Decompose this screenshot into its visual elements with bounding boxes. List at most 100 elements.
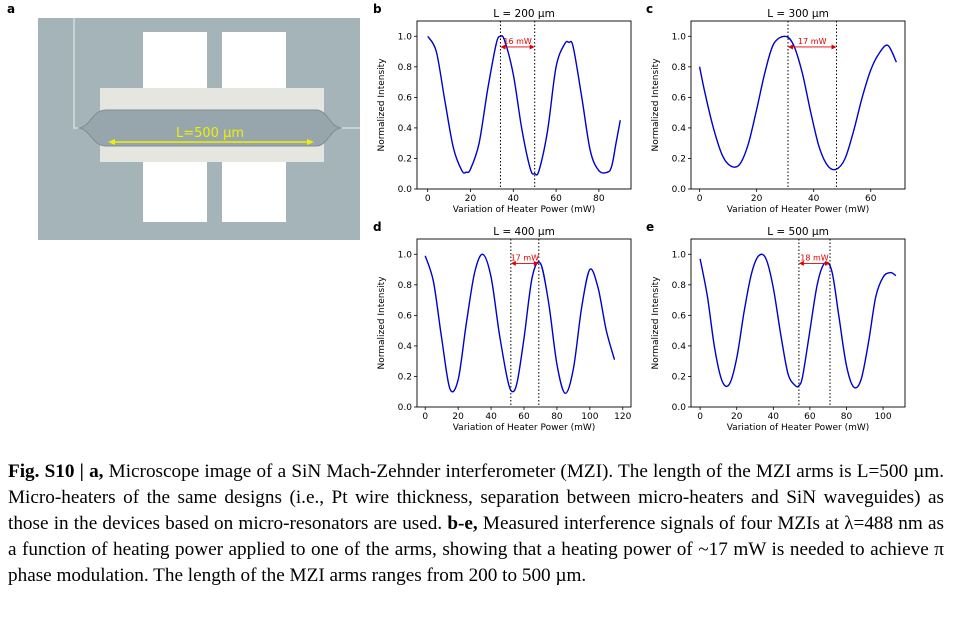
x-tick-label: 40: [808, 194, 820, 204]
y-tick-label: 0.0: [398, 185, 413, 195]
plot-frame: [416, 238, 632, 408]
series-line: [698, 35, 898, 171]
x-axis-label: Variation of Heater Power (mW): [727, 423, 870, 433]
chart-title: L = 200 µm: [493, 8, 555, 20]
plot-d: L = 400 µm 0 20 40 60 80 100 120 0.0 0.2 0.4 0.6 0.8…: [372, 222, 644, 437]
annotation-arrow-head-left: [510, 260, 516, 266]
x-tick-label: 20: [731, 412, 743, 422]
x-tick-label: 0: [697, 194, 703, 204]
y-tick-label: 0.0: [672, 403, 687, 413]
x-tick-label: 80: [551, 412, 563, 422]
pad-bottom-right: [222, 162, 286, 222]
y-tick-label: 0.0: [398, 403, 413, 413]
x-tick-label: 0: [425, 194, 431, 204]
x-tick-label: 80: [593, 194, 605, 204]
length-label: L=500 µm: [176, 126, 244, 141]
x-axis-label: Variation of Heater Power (mW): [453, 205, 596, 215]
y-tick-label: 0.8: [672, 63, 687, 73]
x-axis-label: Variation of Heater Power (mW): [727, 205, 870, 215]
plot-b: L = 200 µm 0 20 40 60 80 0.0 0.2 0.4 0.6 0.8 1.0 Var…: [372, 4, 644, 219]
x-tick-label: 20: [751, 194, 763, 204]
y-tick-label: 0.2: [398, 154, 412, 164]
y-axis-label: Normalized Intensity: [651, 276, 661, 370]
series-line: [424, 253, 616, 394]
y-tick-label: 1.0: [398, 32, 413, 42]
x-tick-label: 20: [465, 194, 477, 204]
y-tick-label: 0.4: [398, 342, 413, 352]
annotation-arrow-head-left: [500, 44, 506, 50]
x-axis-label: Variation of Heater Power (mW): [453, 423, 596, 433]
y-tick-label: 0.2: [672, 154, 686, 164]
annotation-arrow-head-right: [533, 260, 539, 266]
caption-text-2: Measured interference signals of four MZ…: [8, 513, 944, 586]
annotation-label: 18 mW: [800, 253, 829, 262]
y-tick-label: 0.8: [398, 63, 413, 73]
y-axis-label: Normalized Intensity: [377, 58, 387, 152]
x-tick-label: 100: [581, 412, 598, 422]
panel-label-c: c: [646, 2, 654, 16]
plot-frame: [416, 20, 632, 190]
length-arrow-head-left: [108, 139, 115, 145]
y-tick-label: 0.6: [398, 311, 413, 321]
y-tick-label: 0.2: [672, 372, 686, 382]
y-axis-label: Normalized Intensity: [651, 58, 661, 152]
caption-fig-label: Fig. S10 |: [8, 461, 84, 482]
plot-frame: [690, 238, 906, 408]
annotation-label: 17 mW: [798, 37, 827, 46]
chart-title: L = 400 µm: [493, 226, 555, 238]
annotation-arrow-head-right: [831, 44, 837, 50]
chart-d: L = 400 µm 0 20 40 60 80 100 120 0.0 0.2 0.4 0.6 0.8…: [377, 226, 632, 433]
mzi-waveguide: [77, 109, 343, 147]
y-tick-label: 0.6: [672, 311, 687, 321]
pad-top-left: [143, 32, 207, 88]
series-line: [699, 253, 897, 389]
caption-a-label: a,: [89, 461, 104, 482]
caption-be-label: b-e,: [447, 513, 478, 534]
y-tick-label: 0.8: [672, 281, 687, 291]
y-tick-label: 0.4: [398, 124, 413, 134]
panel-label-a: a: [7, 2, 16, 16]
chart-title: L = 300 µm: [767, 8, 829, 20]
x-tick-label: 40: [508, 194, 520, 204]
x-tick-label: 120: [614, 412, 631, 422]
x-tick-label: 40: [768, 412, 780, 422]
x-tick-label: 80: [841, 412, 853, 422]
annotation-arrow-head-right: [825, 260, 831, 266]
chart-c: L = 300 µm 0 20 40 60 0.0 0.2 0.4 0.6 0.8 1.0 Varia…: [651, 8, 906, 215]
y-tick-label: 0.8: [398, 281, 413, 291]
annotation-arrow-head-left: [788, 44, 794, 50]
pad-bottom-left: [143, 162, 207, 222]
x-tick-label: 60: [804, 412, 816, 422]
annotation-label: 16 mW: [503, 37, 532, 46]
x-tick-label: 0: [422, 412, 428, 422]
microscope-image: L=500 µm: [38, 18, 360, 240]
chart-b: L = 200 µm 0 20 40 60 80 0.0 0.2 0.4 0.6 0.8 1.0 Var…: [377, 8, 632, 215]
x-tick-label: 20: [452, 412, 464, 422]
x-tick-label: 60: [518, 412, 530, 422]
x-tick-label: 100: [874, 412, 891, 422]
annotation-label: 17 mW: [511, 253, 540, 262]
y-tick-label: 0.4: [672, 342, 687, 352]
x-tick-label: 0: [697, 412, 703, 422]
annotation-arrow-head-left: [798, 260, 804, 266]
y-tick-label: 0.0: [672, 185, 687, 195]
y-tick-label: 0.4: [672, 124, 687, 134]
x-tick-label: 60: [865, 194, 877, 204]
length-arrow-head-right: [307, 139, 314, 145]
caption-text-1: Microscope image of a SiN Mach-Zehnder i…: [8, 461, 945, 534]
panel-label-d: d: [373, 220, 382, 234]
y-tick-label: 1.0: [672, 250, 687, 260]
plot-c: L = 300 µm 0 20 40 60 0.0 0.2 0.4 0.6 0.8 1.0 Varia…: [646, 4, 918, 219]
chart-title: L = 500 µm: [767, 226, 829, 238]
panel-label-e: e: [646, 220, 655, 234]
plot-e: L = 500 µm 0 20 40 60 80 100 0.0 0.2 0.4 0.6 0.8 1.0…: [646, 222, 918, 437]
y-tick-label: 1.0: [398, 250, 413, 260]
y-axis-label: Normalized Intensity: [377, 276, 387, 370]
y-tick-label: 0.2: [398, 372, 412, 382]
series-line: [427, 35, 621, 176]
panel-label-b: b: [373, 2, 382, 16]
annotation-arrow-head-right: [529, 44, 535, 50]
pad-top-right: [222, 32, 286, 88]
chart-e: L = 500 µm 0 20 40 60 80 100 0.0 0.2 0.4 0.6 0.8 1.0…: [651, 226, 906, 433]
plot-frame: [690, 20, 906, 190]
